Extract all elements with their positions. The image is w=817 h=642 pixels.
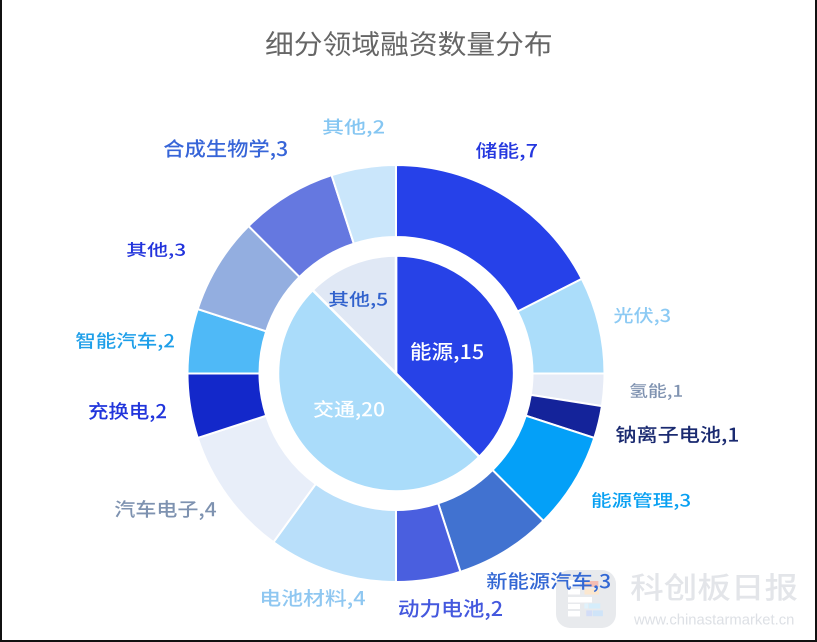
svg-text:www.chinastarmarket.cn: www.chinastarmarket.cn	[633, 613, 794, 629]
